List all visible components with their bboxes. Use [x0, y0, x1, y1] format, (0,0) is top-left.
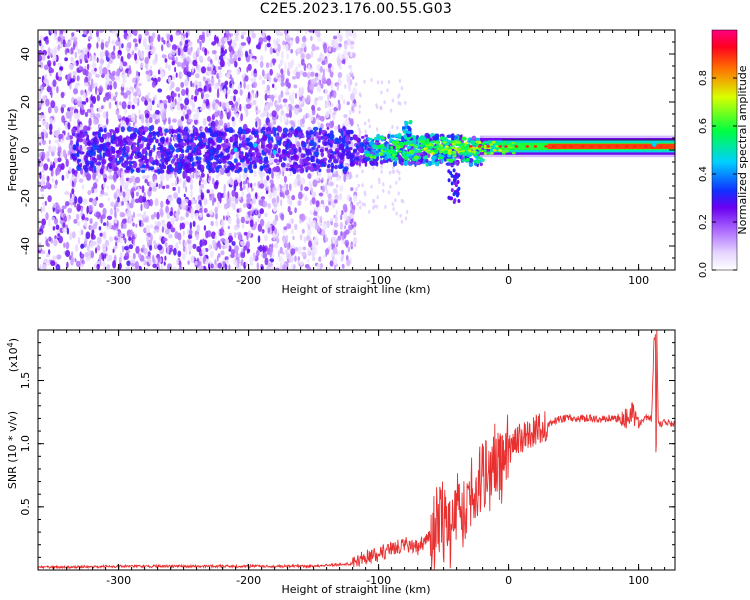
- colorbar-gradient: [711, 29, 738, 271]
- spectrogram-ytick-label: 0: [19, 147, 32, 154]
- snr-xlabel: Height of straight line (km): [281, 583, 430, 596]
- spectrogram-ylabel: Frequency (Hz): [6, 109, 19, 192]
- snr-multiplier: (x104): [6, 338, 20, 372]
- spectrogram-xtick-label: 100: [628, 274, 649, 287]
- snr-ytick-label: 0.5: [19, 498, 32, 516]
- snr-plot-area: [38, 330, 675, 570]
- spectrogram-xtick-label: -300: [106, 274, 131, 287]
- snr-xtick-label: -200: [236, 574, 261, 587]
- colorbar-tick-label: 0.6: [698, 118, 709, 134]
- snr-ticks: -300 -200 -100 0 100 0.5 1.0 1.5: [19, 330, 675, 587]
- spectrogram-xlabel: Height of straight line (km): [281, 283, 430, 296]
- colorbar-tick-label: 0.2: [698, 214, 709, 230]
- snr-ytick-label: 1.0: [19, 435, 32, 453]
- colorbar: 0.0 0.2 0.4 0.6 0.8 Normalized spectral ampl…: [698, 29, 749, 278]
- spectrogram-ytick-label: 20: [19, 95, 32, 109]
- colorbar-tick-label: 0.8: [698, 70, 709, 86]
- snr-ylabel: SNR (10 * v/v): [6, 411, 19, 489]
- spectrogram-image: [38, 30, 675, 270]
- spectrogram-xtick-label: 0: [505, 274, 512, 287]
- spectrogram-xtick-label: -100: [366, 274, 391, 287]
- snr-xtick-label: -300: [106, 574, 131, 587]
- spectrogram-xtick-label: -200: [236, 274, 261, 287]
- colorbar-tick-label: 0.0: [698, 262, 709, 278]
- spectrogram-ytick-label: -40: [19, 237, 32, 255]
- spectrogram-ytick-label: -20: [19, 189, 32, 207]
- colorbar-ticks: 0.0 0.2 0.4 0.6 0.8: [698, 70, 737, 278]
- colorbar-label: Normalized spectral amplitude: [736, 65, 749, 234]
- snr-xtick-label: 100: [628, 574, 649, 587]
- snr-panel: -300 -200 -100 0 100 0.5 1.0 1.5 Height of stra…: [6, 329, 676, 596]
- snr-xtick-label: -100: [366, 574, 391, 587]
- snr-frame: [37, 329, 676, 571]
- page-title: C2E5.2023.176.00.55.G03: [259, 1, 453, 17]
- spectrogram-ytick-label: 40: [19, 47, 32, 61]
- snr-series-line: [38, 330, 675, 570]
- colorbar-tick-label: 0.4: [698, 166, 709, 182]
- snr-xtick-label: 0: [505, 574, 512, 587]
- snr-ytick-label: 1.5: [19, 372, 32, 390]
